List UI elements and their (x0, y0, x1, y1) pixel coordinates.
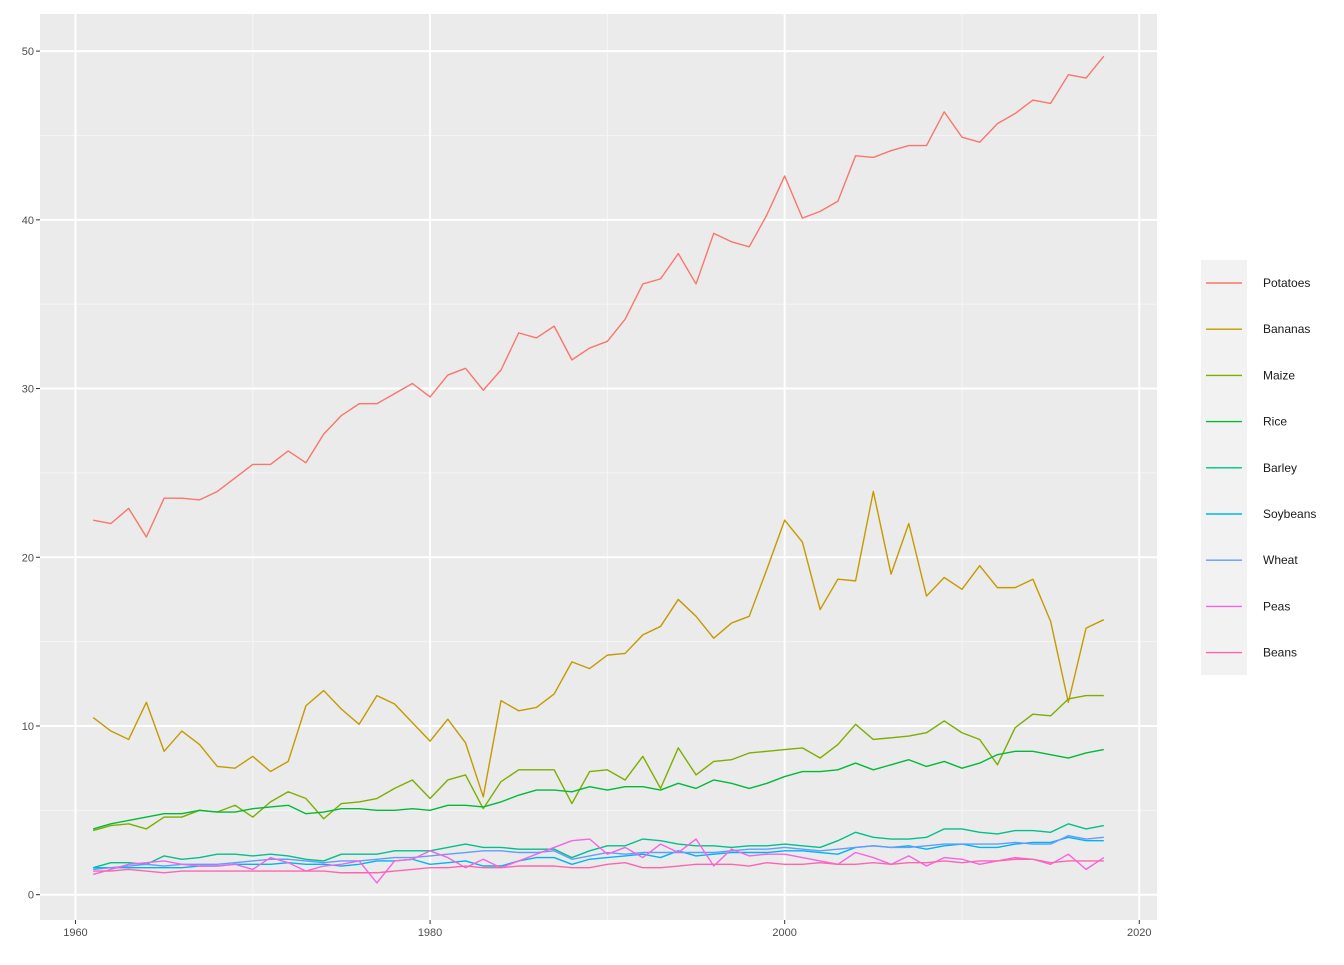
y-tick-label: 50 (22, 46, 34, 58)
minor-gridlines (40, 14, 1157, 920)
legend-label-soybeans: Soybeans (1263, 507, 1316, 521)
series-line-rice (92, 748, 1104, 830)
legend-label-barley: Barley (1263, 461, 1297, 475)
legend-label-maize: Maize (1263, 368, 1295, 382)
legend-label-potatoes: Potatoes (1263, 276, 1310, 290)
axis-ticks (36, 50, 1140, 924)
legend-label-wheat: Wheat (1263, 553, 1298, 567)
series-line-bananas (92, 490, 1105, 798)
y-tick-label: 30 (22, 384, 34, 396)
x-tick-label: 2000 (772, 927, 796, 939)
series-line-wheat (93, 834, 1104, 871)
series-line-beans (93, 858, 1104, 874)
y-tick-label: 20 (22, 552, 34, 564)
legend-label-beans: Beans (1263, 646, 1297, 660)
x-tick-label: 1960 (63, 927, 87, 939)
y-tick-label: 0 (28, 890, 34, 902)
series-line-potatoes (93, 55, 1105, 538)
legend-label-peas: Peas (1263, 599, 1290, 613)
legend-label-bananas: Bananas (1263, 322, 1310, 336)
y-tick-label: 40 (22, 215, 34, 227)
major-gridlines (40, 14, 1157, 920)
y-tick-label: 10 (22, 721, 34, 733)
series-line-maize (92, 694, 1104, 832)
series-lines (92, 55, 1105, 884)
legend-label-rice: Rice (1263, 415, 1287, 429)
plot-panel (40, 14, 1157, 920)
x-axis-tick-labels: 1960 1980 2000 2020 (63, 927, 1151, 939)
series-line-barley (92, 823, 1104, 869)
x-tick-label: 1980 (418, 927, 442, 939)
y-axis-tick-labels: 0 10 20 30 40 50 (22, 46, 34, 902)
x-tick-label: 2020 (1127, 927, 1151, 939)
legend: Potatoes Bananas Maize Rice Barley Soybeans Wh… (1201, 260, 1316, 675)
